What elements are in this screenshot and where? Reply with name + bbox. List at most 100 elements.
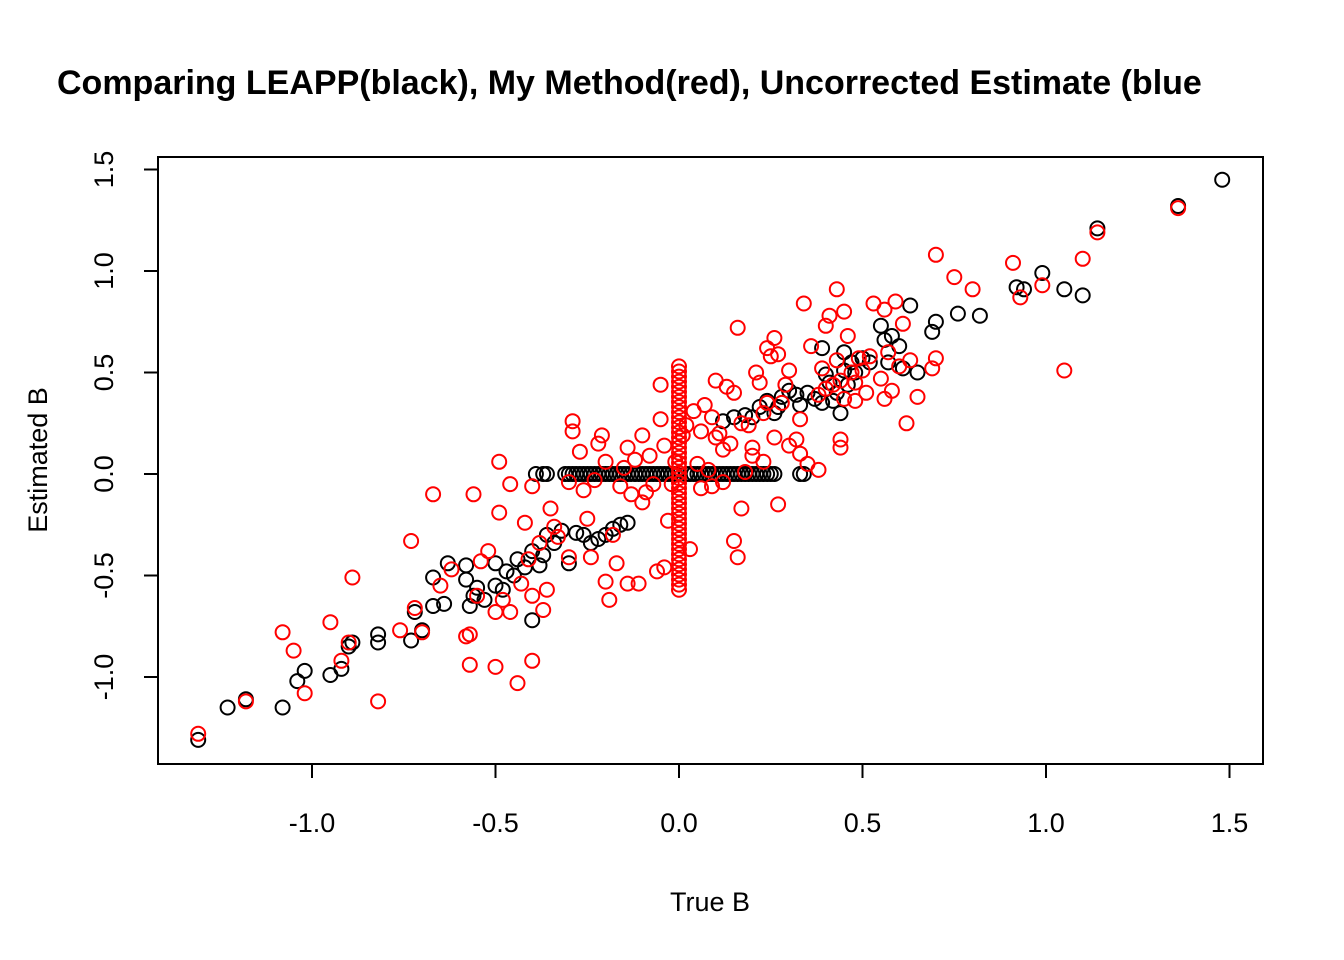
y-tick-label: -0.5 — [89, 552, 119, 599]
data-point — [671, 480, 687, 497]
data-point — [836, 390, 853, 407]
data-point — [924, 323, 941, 340]
data-point — [814, 394, 831, 411]
data-point — [1089, 220, 1106, 237]
data-point — [619, 439, 636, 456]
data-point — [656, 437, 673, 454]
data-point — [843, 364, 860, 381]
data-point — [406, 600, 423, 616]
data-point — [898, 415, 915, 432]
data-point — [190, 731, 207, 748]
data-point — [671, 581, 687, 598]
data-point — [513, 575, 530, 592]
data-point — [487, 658, 504, 675]
data-point — [671, 373, 687, 390]
data-point — [1012, 289, 1029, 306]
data-point — [847, 392, 864, 409]
data-point — [645, 476, 662, 493]
data-point — [847, 374, 864, 391]
data-point — [671, 551, 687, 568]
data-point — [715, 474, 731, 491]
data-point — [432, 577, 449, 594]
data-point — [821, 307, 838, 324]
data-point — [832, 439, 849, 456]
data-point — [693, 423, 709, 440]
data-point — [949, 305, 966, 322]
data-point — [733, 500, 750, 517]
data-point — [549, 528, 566, 545]
data-point — [946, 269, 963, 286]
data-point — [671, 434, 687, 451]
data-point — [766, 429, 783, 446]
data-point — [737, 407, 754, 424]
data-point — [770, 399, 787, 415]
data-point — [480, 543, 497, 560]
data-point — [773, 394, 790, 411]
y-tick-label: 0.0 — [89, 455, 119, 493]
data-point — [711, 425, 728, 442]
data-point — [494, 581, 511, 598]
x-tick-label: 1.5 — [1211, 808, 1249, 838]
data-point — [461, 626, 478, 643]
data-point — [671, 358, 687, 375]
data-point — [524, 652, 541, 669]
x-axis: -1.0 -0.5 0.0 0.5 1.0 1.5 — [289, 763, 1249, 838]
data-point — [535, 602, 552, 618]
data-point — [671, 363, 687, 380]
data-point — [744, 439, 761, 456]
y-tick-label: 1.5 — [89, 151, 119, 189]
data-point — [671, 449, 687, 466]
data-point — [590, 435, 607, 452]
data-point — [612, 478, 629, 495]
data-point — [564, 413, 581, 430]
data-point — [751, 374, 768, 391]
data-point — [593, 427, 610, 444]
data-point — [671, 505, 687, 522]
data-point — [285, 642, 302, 659]
data-point — [586, 472, 603, 489]
chart-title: Comparing LEAPP(black), My Method(red), … — [57, 64, 1202, 102]
data-point — [542, 500, 559, 517]
data-point — [671, 566, 687, 583]
data-point — [671, 485, 687, 502]
data-point — [296, 662, 313, 679]
data-point — [627, 451, 643, 468]
data-point — [1016, 281, 1032, 298]
data-point — [560, 549, 577, 566]
data-point — [671, 388, 687, 405]
data-point — [671, 409, 687, 426]
data-point — [693, 480, 709, 497]
data-point — [909, 388, 926, 405]
data-point — [671, 531, 687, 547]
data-point — [469, 579, 486, 596]
series-2-zero-band — [671, 358, 687, 598]
data-point — [370, 634, 387, 651]
data-point — [425, 486, 442, 503]
x-tick-label: 0.0 — [660, 808, 698, 838]
data-point — [671, 470, 687, 487]
data-point — [704, 409, 720, 426]
data-point — [582, 549, 599, 566]
data-point — [671, 399, 687, 415]
data-point — [458, 557, 475, 574]
data-point — [619, 514, 636, 531]
y-tick-label: 1.0 — [89, 252, 119, 290]
data-point — [634, 494, 651, 511]
y-tick-label: -1.0 — [89, 654, 119, 701]
data-point — [289, 673, 306, 690]
data-point — [671, 536, 687, 552]
data-point — [924, 360, 941, 377]
data-point — [880, 354, 897, 371]
series-2 — [190, 200, 1187, 742]
data-point — [671, 490, 687, 507]
data-point — [671, 393, 687, 410]
data-point — [465, 486, 482, 503]
data-point — [509, 675, 526, 692]
data-point — [671, 454, 687, 471]
data-point — [414, 624, 431, 641]
data-point — [597, 573, 614, 590]
data-point — [671, 459, 687, 476]
data-point — [1074, 250, 1091, 267]
data-point — [671, 419, 687, 436]
data-point — [190, 725, 207, 742]
